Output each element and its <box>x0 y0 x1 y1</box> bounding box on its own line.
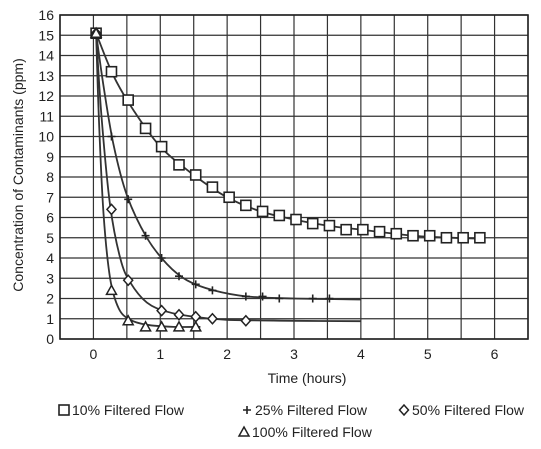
data-point-plus <box>275 294 284 303</box>
legend-marker-square <box>58 404 70 416</box>
data-point-plus <box>141 231 150 240</box>
data-point-plus <box>191 280 200 289</box>
series-curve-layer <box>95 32 482 328</box>
data-point-square <box>340 223 352 236</box>
data-point-square <box>440 231 453 244</box>
data-point-plus <box>208 286 217 295</box>
y-tick-label: 5 <box>46 230 54 246</box>
data-point-diamond <box>240 314 252 327</box>
data-point-square <box>206 181 219 193</box>
y-tick-label: 8 <box>46 169 54 185</box>
data-point-triangle <box>139 320 152 332</box>
data-point-plus <box>107 132 116 141</box>
data-point-square <box>357 223 369 236</box>
data-point-square <box>122 94 134 106</box>
data-point-diamond <box>105 203 117 216</box>
data-point-triangle <box>172 320 186 332</box>
x-tick-label: 1 <box>156 346 164 362</box>
data-point-triangle <box>121 314 135 326</box>
data-point-triangle <box>105 283 118 296</box>
data-point-square <box>240 199 252 212</box>
y-tick-label: 9 <box>46 149 54 165</box>
legend-label-square: 10% Filtered Flow <box>72 402 185 418</box>
data-point-triangle <box>89 26 103 38</box>
data-point-square <box>223 191 235 204</box>
y-tick-label: 16 <box>38 7 54 23</box>
legend-marker-plus <box>243 406 251 414</box>
data-point-plus <box>325 294 334 303</box>
data-point-square <box>256 205 269 218</box>
legend: 10% Filtered Flow 25% Filtered Flow 50% Fi… <box>58 402 525 440</box>
data-point-square <box>474 231 486 244</box>
x-tick-label: 3 <box>290 346 298 362</box>
data-point-square <box>423 229 436 242</box>
data-point-square <box>457 231 469 244</box>
legend-marker-triangle <box>237 425 251 437</box>
y-tick-label: 11 <box>39 108 54 124</box>
data-point-triangle <box>189 320 202 332</box>
data-point-square <box>290 213 302 226</box>
data-point-diamond <box>173 308 185 321</box>
x-tick-label: 2 <box>223 346 231 362</box>
data-point-square <box>373 225 386 238</box>
data-point-triangle <box>155 320 168 332</box>
data-point-plus <box>241 292 250 301</box>
plot-frame <box>59 14 529 340</box>
data-point-square <box>189 169 202 181</box>
data-point-plus <box>175 272 184 281</box>
data-point-plus <box>308 294 317 303</box>
legend-marker-diamond <box>398 403 410 417</box>
y-axis-label: Concentration of Contaminants (ppm) <box>10 58 26 291</box>
series-marker-layer <box>89 26 486 332</box>
y-tick-label: 10 <box>38 129 54 145</box>
data-point-plus <box>157 254 166 262</box>
y-tick-label: 15 <box>38 27 54 43</box>
data-point-square <box>390 227 403 240</box>
data-point-square <box>323 219 336 232</box>
y-tick-label: 0 <box>46 331 54 347</box>
legend-label-diamond: 50% Filtered Flow <box>412 402 525 418</box>
data-point-diamond <box>156 304 168 317</box>
data-point-square <box>139 122 152 135</box>
y-tick-label: 6 <box>46 210 54 226</box>
data-point-plus <box>258 292 267 301</box>
x-axis-label: Time (hours) <box>268 370 347 386</box>
y-tick-label: 2 <box>46 291 54 307</box>
y-tick-label: 7 <box>46 189 54 205</box>
y-tick-label: 1 <box>46 311 54 327</box>
series-line-plus <box>95 33 361 301</box>
x-tick-label: 0 <box>90 346 98 362</box>
data-point-square <box>407 229 419 242</box>
data-point-square <box>306 217 319 230</box>
data-point-square <box>155 140 168 153</box>
y-tick-label: 13 <box>38 68 54 84</box>
data-point-square <box>105 65 118 78</box>
y-tick-label: 4 <box>46 250 54 266</box>
x-tick-label: 4 <box>357 346 365 362</box>
data-point-diamond <box>122 274 134 287</box>
legend-label-plus: 25% Filtered Flow <box>255 402 368 418</box>
data-point-square <box>273 209 286 222</box>
y-tick-label: 12 <box>38 88 54 104</box>
data-point-plus <box>124 195 133 204</box>
data-point-square <box>173 159 185 171</box>
x-tick-label: 6 <box>491 346 499 362</box>
x-tick-label: 5 <box>424 346 432 362</box>
y-tick-label: 3 <box>46 270 54 286</box>
data-point-diamond <box>190 310 202 323</box>
grid-layer <box>59 14 529 340</box>
y-tick-label: 14 <box>38 48 54 64</box>
data-point-diamond <box>206 312 218 325</box>
legend-label-triangle: 100% Filtered Flow <box>252 424 373 440</box>
